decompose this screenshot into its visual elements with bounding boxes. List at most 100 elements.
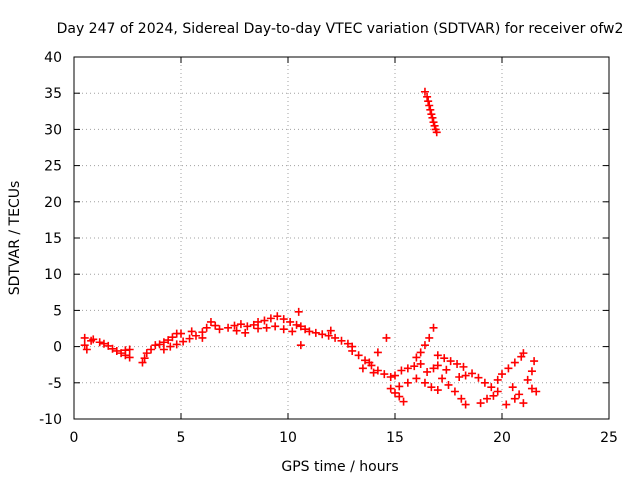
x-axis-label: GPS time / hours <box>281 459 398 475</box>
data-point <box>288 327 297 336</box>
data-point <box>430 121 439 130</box>
data-point <box>224 323 233 332</box>
data-point <box>358 364 367 373</box>
data-point <box>461 371 470 380</box>
data-point <box>429 364 438 373</box>
x-tick-label: 25 <box>600 430 618 446</box>
y-tick-label: -10 <box>39 412 62 428</box>
data-point <box>489 391 498 400</box>
data-point <box>428 113 437 122</box>
data-point <box>420 378 429 387</box>
data-point <box>386 384 395 393</box>
x-tick-label: 20 <box>493 430 511 446</box>
data-point <box>453 359 462 368</box>
data-point <box>424 97 433 106</box>
data-point <box>206 317 215 326</box>
data-point <box>450 387 459 396</box>
data-point <box>502 400 511 409</box>
data-point <box>403 378 412 387</box>
data-point <box>95 338 104 347</box>
data-point <box>286 317 295 326</box>
data-point <box>365 358 374 367</box>
data-point <box>420 87 429 96</box>
data-point <box>498 370 506 379</box>
data-point <box>198 333 207 342</box>
data-point <box>273 312 282 321</box>
data-point <box>172 340 181 349</box>
data-point <box>508 383 517 392</box>
y-tick-label: 40 <box>44 50 62 66</box>
data-point <box>354 351 363 360</box>
grid-lines <box>74 57 609 419</box>
y-tick-label: 15 <box>44 231 62 247</box>
data-point <box>527 384 536 393</box>
data-point <box>433 386 442 395</box>
y-tick-label: 30 <box>44 122 62 138</box>
data-point <box>433 361 442 370</box>
data-point <box>331 333 340 342</box>
data-point <box>493 387 502 396</box>
data-point <box>155 340 164 349</box>
data-point <box>318 330 327 339</box>
data-point <box>89 335 98 344</box>
data-point <box>399 397 408 406</box>
data-point <box>468 369 477 378</box>
data-point <box>348 346 357 355</box>
data-point <box>305 327 314 336</box>
data-point <box>397 366 406 375</box>
data-point <box>294 307 303 316</box>
data-point <box>108 344 117 353</box>
data-point <box>457 394 466 403</box>
data-point <box>292 320 301 329</box>
y-tick-label: 5 <box>53 303 62 319</box>
data-point <box>493 375 502 384</box>
data-points <box>80 87 541 409</box>
data-point <box>168 333 177 342</box>
data-point <box>191 331 200 340</box>
data-point <box>179 337 188 346</box>
data-point <box>440 354 449 363</box>
data-point <box>425 333 434 342</box>
data-point <box>515 390 524 399</box>
data-point <box>117 349 126 358</box>
data-point <box>343 339 352 348</box>
data-point <box>416 348 425 357</box>
data-point <box>519 349 528 358</box>
y-tick-label: 10 <box>44 267 62 283</box>
data-point <box>427 383 436 392</box>
data-point <box>527 367 536 376</box>
data-point <box>382 333 391 342</box>
data-point <box>177 329 185 338</box>
data-point <box>187 327 196 336</box>
data-point <box>230 321 239 330</box>
data-point <box>483 394 492 403</box>
data-point <box>510 358 519 367</box>
data-point <box>425 101 434 110</box>
data-point <box>142 349 151 358</box>
chart-title: Day 247 of 2024, Sidereal Day-to-day VTE… <box>57 21 624 37</box>
data-point <box>260 316 269 325</box>
x-tick-label: 0 <box>70 430 79 446</box>
data-point <box>391 388 399 397</box>
data-point <box>373 348 382 357</box>
data-point <box>104 341 113 350</box>
data-point <box>395 392 404 401</box>
data-point <box>442 365 451 374</box>
data-point <box>185 334 194 343</box>
data-point <box>361 356 370 365</box>
data-point <box>416 359 425 368</box>
data-point <box>140 354 149 363</box>
data-point <box>391 371 399 380</box>
data-point <box>337 336 346 345</box>
data-point <box>138 358 147 367</box>
data-point <box>426 105 435 114</box>
data-point <box>311 328 320 337</box>
data-point <box>166 342 175 351</box>
x-tick-label: 10 <box>279 430 297 446</box>
data-point <box>249 320 258 329</box>
data-point <box>326 326 335 335</box>
data-point <box>432 128 441 137</box>
data-point <box>373 366 382 375</box>
data-point <box>271 322 280 331</box>
data-point <box>487 383 496 392</box>
